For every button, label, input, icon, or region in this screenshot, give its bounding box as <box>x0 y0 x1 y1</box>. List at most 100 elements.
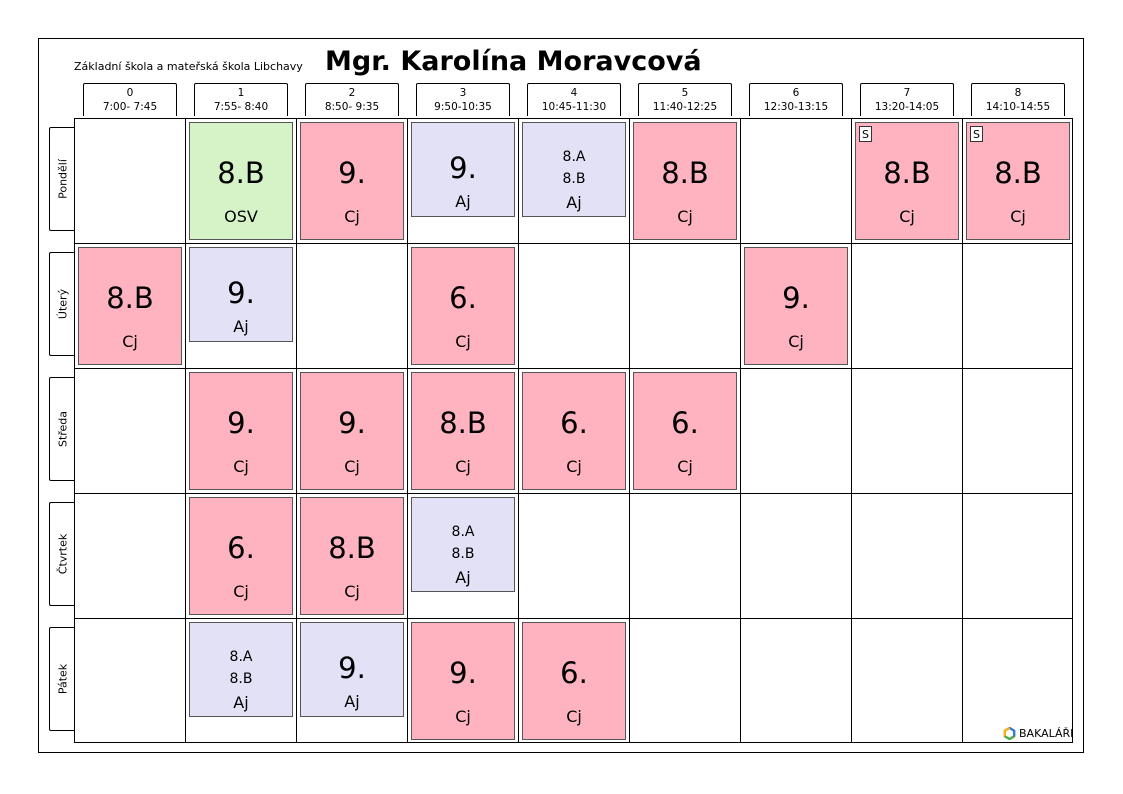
lesson-class: 9. <box>449 151 477 185</box>
day-label-4: Pátek <box>49 627 75 731</box>
lesson-card[interactable]: 6. Cj <box>522 372 626 490</box>
grid-divider <box>962 119 963 742</box>
substitution-badge: S <box>970 126 983 142</box>
lesson-card[interactable]: 9. Cj <box>744 247 848 365</box>
day-label-text: Středa <box>56 410 69 448</box>
substitution-badge: S <box>859 126 872 142</box>
period-time: 13:20-14:05 <box>874 101 940 113</box>
period-time: 12:30-13:15 <box>763 101 829 113</box>
period-number: 5 <box>681 87 689 99</box>
grid-divider <box>185 119 186 742</box>
lesson-class: 8.B <box>106 281 154 315</box>
lesson-subject: Cj <box>233 457 249 476</box>
lesson-card[interactable]: 6. Cj <box>189 497 293 615</box>
lesson-class: 8.B <box>661 156 709 190</box>
lesson-card[interactable]: 8.B Cj S <box>966 122 1070 240</box>
lesson-card[interactable]: 8.A 8.B Aj <box>522 122 626 217</box>
lesson-subject: OSV <box>224 207 258 226</box>
grid-divider <box>296 119 297 742</box>
lesson-card[interactable]: 8.B Cj <box>300 497 404 615</box>
lesson-subject: Cj <box>677 457 693 476</box>
lesson-subject: Aj <box>566 193 582 212</box>
grid-divider <box>851 119 852 742</box>
lesson-card[interactable]: 6. Cj <box>522 622 626 740</box>
lesson-class: 9. <box>227 406 255 440</box>
lesson-card[interactable]: 6. Cj <box>633 372 737 490</box>
lesson-class: 9. <box>227 276 255 310</box>
period-time: 10:45-11:30 <box>541 101 607 113</box>
lesson-subject: Cj <box>566 707 582 726</box>
period-time: 7:55- 8:40 <box>213 101 269 113</box>
page-frame <box>38 38 1084 753</box>
day-label-2: Středa <box>49 377 75 481</box>
period-header-8: 8 14:10-14:55 <box>971 83 1065 116</box>
period-number: 8 <box>1014 87 1022 99</box>
period-number: 3 <box>459 87 467 99</box>
lesson-class: 8.B <box>994 156 1042 190</box>
lesson-card[interactable]: 8.B Cj <box>411 372 515 490</box>
period-header-4: 4 10:45-11:30 <box>527 83 621 116</box>
period-header-1: 1 7:55- 8:40 <box>194 83 288 116</box>
lesson-class: 6. <box>227 531 255 565</box>
lesson-class: 6. <box>560 656 588 690</box>
lesson-class: 8.B <box>217 156 265 190</box>
lesson-subject: Cj <box>1010 207 1026 226</box>
grid-divider <box>407 119 408 742</box>
day-label-text: Úterý <box>56 288 69 320</box>
lesson-card[interactable]: 9. Aj <box>189 247 293 342</box>
lesson-subject: Cj <box>455 457 471 476</box>
grid-divider <box>518 119 519 742</box>
period-number: 1 <box>237 87 245 99</box>
lesson-card[interactable]: 8.A 8.B Aj <box>189 622 293 717</box>
lesson-card[interactable]: 9. Aj <box>411 122 515 217</box>
lesson-card[interactable]: 9. Cj <box>300 122 404 240</box>
lesson-subject: Cj <box>233 582 249 601</box>
lesson-class: 9. <box>338 406 366 440</box>
lesson-subject: Cj <box>566 457 582 476</box>
lesson-class: 8.B <box>328 531 376 565</box>
lesson-subject: Cj <box>455 332 471 351</box>
lesson-subject: Cj <box>344 582 360 601</box>
teacher-name: Mgr. Karolína Moravcová <box>325 46 702 77</box>
period-header-5: 5 11:40-12:25 <box>638 83 732 116</box>
lesson-card[interactable]: 9. Cj <box>411 622 515 740</box>
lesson-subject: Cj <box>788 332 804 351</box>
lesson-card[interactable]: 8.B Cj S <box>855 122 959 240</box>
lesson-card[interactable]: 9. Aj <box>300 622 404 717</box>
lesson-class: 8.B <box>451 546 475 562</box>
lesson-card[interactable]: 6. Cj <box>411 247 515 365</box>
lesson-class: 8.A <box>562 149 586 165</box>
lesson-card[interactable]: 8.A 8.B Aj <box>411 497 515 592</box>
lesson-subject: Aj <box>233 693 249 712</box>
lesson-card[interactable]: 9. Cj <box>300 372 404 490</box>
lesson-class: 8.A <box>229 649 253 665</box>
period-header-3: 3 9:50-10:35 <box>416 83 510 116</box>
day-label-text: Pátek <box>56 663 69 695</box>
lesson-card[interactable]: 9. Cj <box>189 372 293 490</box>
lesson-subject: Cj <box>122 332 138 351</box>
grid-divider <box>740 119 741 742</box>
bakalari-logo-icon <box>1003 726 1016 740</box>
period-number: 0 <box>126 87 134 99</box>
lesson-card[interactable]: 8.B OSV <box>189 122 293 240</box>
period-number: 6 <box>792 87 800 99</box>
lesson-card[interactable]: 8.B Cj <box>633 122 737 240</box>
period-time: 11:40-12:25 <box>652 101 718 113</box>
grid-divider <box>75 368 1072 369</box>
lesson-class: 8.B <box>439 406 487 440</box>
lesson-subject: Cj <box>455 707 471 726</box>
period-header-7: 7 13:20-14:05 <box>860 83 954 116</box>
lesson-subject: Aj <box>233 317 249 336</box>
day-label-3: Čtvrtek <box>49 502 75 606</box>
day-label-0: Pondělí <box>49 127 75 231</box>
timetable-grid: 8.B OSV 9. Cj 9. Aj 8.A 8.B Aj 8.B Cj 8.B Cj S 8.B Cj S 8… <box>74 118 1073 743</box>
lesson-subject: Cj <box>899 207 915 226</box>
day-label-text: Čtvrtek <box>56 533 69 575</box>
lesson-class: 6. <box>449 281 477 315</box>
bakalari-logo-text: BAKALÁŘI <box>1019 726 1074 740</box>
lesson-class: 9. <box>338 156 366 190</box>
lesson-subject: Cj <box>677 207 693 226</box>
grid-divider <box>75 618 1072 619</box>
period-number: 4 <box>570 87 578 99</box>
lesson-card[interactable]: 8.B Cj <box>78 247 182 365</box>
